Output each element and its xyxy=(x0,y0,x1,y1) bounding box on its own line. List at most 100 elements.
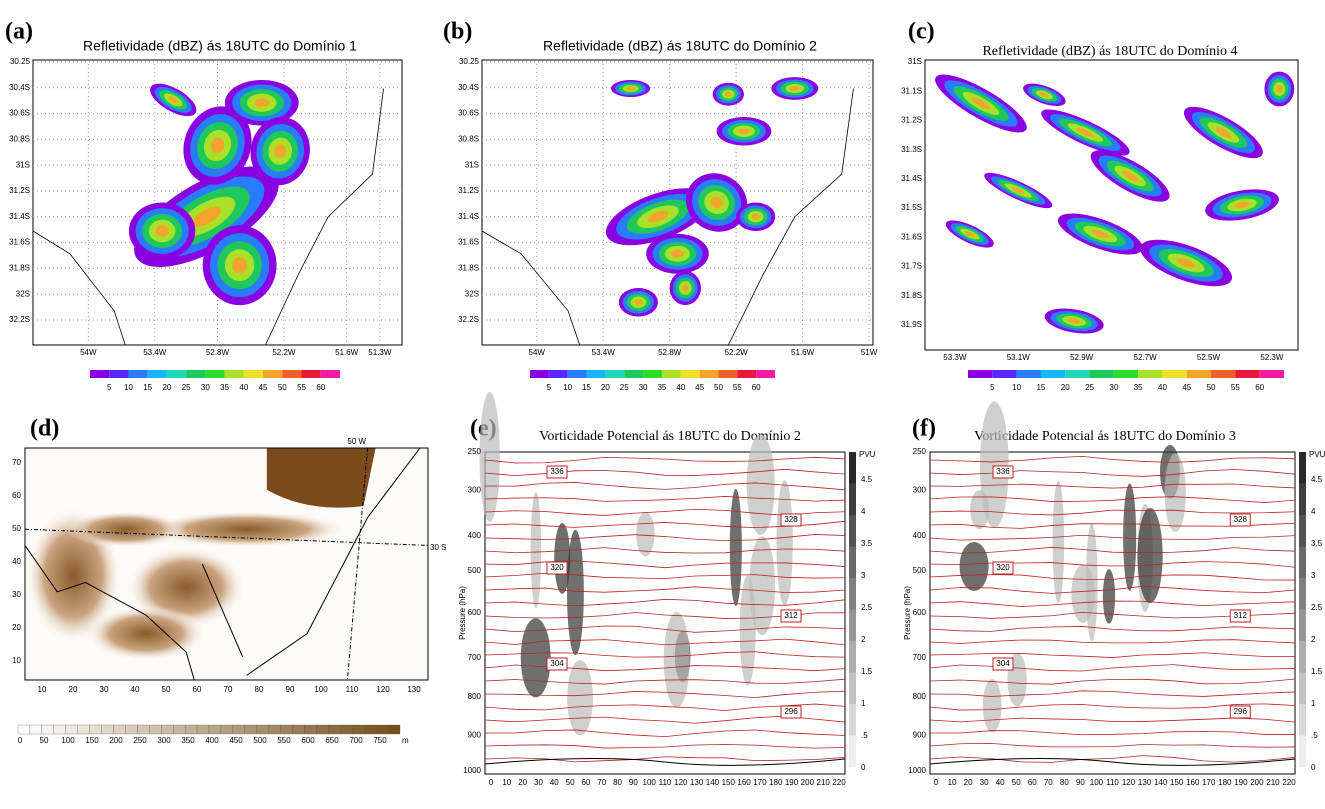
pv-shade xyxy=(554,522,571,594)
colorbar-cell xyxy=(849,483,856,515)
pv-shade xyxy=(1137,507,1163,604)
colorbar-label: 4.5 xyxy=(1311,475,1323,484)
x-tick-label: 70 xyxy=(224,685,233,694)
colorbar-label: 25 xyxy=(620,383,629,392)
colorbar-title: PVU xyxy=(859,450,876,459)
colorbar-label: 1.5 xyxy=(861,667,873,676)
colorbar-cell xyxy=(1299,515,1306,547)
isentrope xyxy=(484,572,846,580)
colorbar-cell xyxy=(196,724,210,735)
colorbar-label: 1.5 xyxy=(1311,667,1323,676)
colorbar-cell xyxy=(567,370,587,378)
x-tick-label: 200 xyxy=(1250,778,1264,787)
x-tick-label: 220 xyxy=(832,778,846,787)
colorbar-label: 55 xyxy=(1231,383,1240,392)
contour-label-box xyxy=(1229,513,1251,527)
colorbar-label: 35 xyxy=(657,383,666,392)
pv-shade xyxy=(982,679,1002,733)
y-tick-label: 600 xyxy=(913,608,927,617)
colorbar-label: 2.5 xyxy=(1311,603,1323,612)
isentrope xyxy=(484,664,846,672)
colorbar-cell xyxy=(89,724,102,735)
colorbar-label: 30 xyxy=(639,383,648,392)
echo xyxy=(671,249,684,258)
x-tick-label: 120 xyxy=(674,778,688,787)
colorbar-label: 60 xyxy=(752,383,761,392)
colorbar-label: 4 xyxy=(1311,507,1316,516)
isentrope xyxy=(929,664,1296,672)
colorbar-cell xyxy=(109,370,129,378)
colorbar-cell xyxy=(208,724,222,735)
contour-label: 328 xyxy=(784,515,798,524)
echo xyxy=(232,257,248,274)
pv-shade xyxy=(1102,569,1116,624)
isentrope xyxy=(484,756,846,763)
x-tick-label: 10 xyxy=(502,778,511,787)
isentrope xyxy=(929,730,1296,736)
colorbar-label: 3 xyxy=(1311,571,1316,580)
pv-shade xyxy=(567,660,593,736)
colorbar-label: 450 xyxy=(229,736,243,745)
y-tick-label: 31.8S xyxy=(458,264,479,273)
colorbar-cell xyxy=(41,724,54,735)
x-tick-label: 52.3W xyxy=(1260,353,1284,362)
colorbar-label: 40 xyxy=(1158,383,1167,392)
y-tick-label: 700 xyxy=(468,653,482,662)
pv-shade xyxy=(749,536,776,636)
pv-shade xyxy=(530,491,542,609)
colorbar-unit: m xyxy=(402,736,409,745)
colorbar-cell xyxy=(1299,483,1306,515)
colorbar-cell xyxy=(548,370,568,378)
colorbar-cell xyxy=(699,370,719,378)
y-tick-label: 31.5S xyxy=(901,203,922,212)
colorbar-cell xyxy=(224,370,244,378)
x-tick-label: 160 xyxy=(1186,778,1200,787)
isentrope xyxy=(929,469,1296,477)
x-tick-label: 200 xyxy=(801,778,815,787)
x-tick-label: 20 xyxy=(69,685,78,694)
colorbar-cell xyxy=(149,724,162,735)
pv-shade xyxy=(1071,564,1095,623)
colorbar-cell xyxy=(17,724,31,735)
x-tick-label: 0 xyxy=(934,778,939,787)
colorbar-label: 2 xyxy=(1311,635,1316,644)
echo xyxy=(254,98,270,108)
colorbar-cell xyxy=(737,370,757,378)
colorbar-cell xyxy=(184,724,198,735)
y-tick-label: 31.6S xyxy=(9,238,30,247)
colorbar-cell xyxy=(661,370,681,378)
colorbar-label: 300 xyxy=(157,736,171,745)
terrain xyxy=(145,510,348,548)
colorbar-cell xyxy=(101,724,114,735)
contour-label: 320 xyxy=(996,563,1010,572)
echo xyxy=(274,144,287,159)
x-tick-label: 30 xyxy=(980,778,989,787)
x-tick-label: 120 xyxy=(376,685,390,694)
x-tick-label: 190 xyxy=(785,778,799,787)
echo xyxy=(1176,258,1196,268)
colorbar-cell xyxy=(352,724,365,735)
colorbar-label: 50 xyxy=(714,383,723,392)
x-tick-label: 90 xyxy=(629,778,638,787)
y-tick-label: 30.6S xyxy=(458,109,479,118)
isentrope xyxy=(929,509,1296,516)
x-tick-label: 80 xyxy=(1060,778,1069,787)
colorbar-label: 4.5 xyxy=(861,475,873,484)
x-tick-label: 100 xyxy=(314,685,328,694)
isentrope xyxy=(929,742,1296,748)
x-tick-label: 80 xyxy=(613,778,622,787)
x-tick-label: 140 xyxy=(706,778,720,787)
x-tick-label: 53.3W xyxy=(943,353,967,362)
meridian xyxy=(346,447,369,681)
y-tick-label: 31.9S xyxy=(901,320,922,329)
colorbar-label: 40 xyxy=(676,383,685,392)
colorbar-cell xyxy=(340,724,353,735)
pv-shade xyxy=(970,490,990,530)
echo xyxy=(626,86,635,91)
colorbar-cell xyxy=(1299,609,1306,641)
isentrope xyxy=(484,547,846,554)
colorbar-cell xyxy=(77,724,90,735)
isentrope xyxy=(929,574,1296,581)
coastline xyxy=(265,88,384,346)
